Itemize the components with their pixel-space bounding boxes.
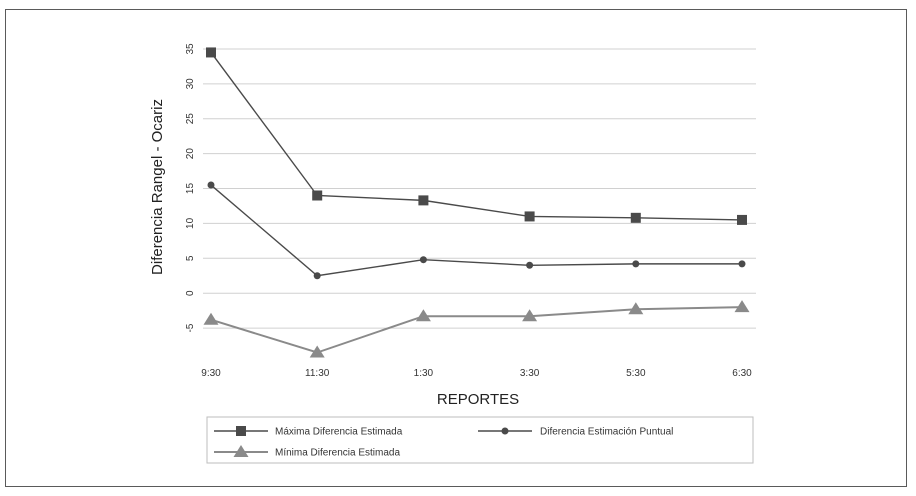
x-tick-labels: 9:30 11:30 1:30 3:30 5:30 6:30 (201, 368, 752, 379)
y-tick-label: 5 (185, 255, 196, 261)
x-tick-label: 11:30 (305, 368, 330, 379)
y-tick-label: 0 (185, 290, 196, 296)
legend-marker (501, 427, 509, 435)
data-point-triangle (734, 300, 750, 313)
x-tick-label: 3:30 (520, 368, 540, 379)
data-point-square (630, 212, 641, 223)
y-tick-labels: -5 0 5 10 15 20 25 30 35 (185, 43, 196, 333)
y-tick-label: 10 (185, 217, 196, 229)
legend-marker (236, 426, 246, 436)
legend: Máxima Diferencia Estimada Diferencia Est… (206, 416, 754, 464)
data-point-circle (632, 260, 640, 268)
x-tick-label: 9:30 (201, 368, 221, 379)
chart-frame (5, 9, 907, 487)
data-point-square (312, 190, 323, 201)
y-tick-label: 30 (185, 78, 196, 90)
series-line-triangle (210, 306, 743, 354)
grid-lines (203, 48, 756, 329)
legend-label: Máxima Diferencia Estimada (275, 427, 403, 438)
x-tick-label: 5:30 (626, 368, 646, 379)
data-point-square (524, 211, 535, 222)
data-point-square (418, 195, 429, 206)
data-point-circle (738, 260, 746, 268)
x-tick-label: 1:30 (414, 368, 434, 379)
legend-marker (233, 445, 249, 457)
data-point-triangle (309, 345, 325, 358)
data-point-triangle (203, 312, 219, 325)
series-line-circle (210, 184, 742, 277)
y-tick-label: 15 (185, 183, 196, 195)
data-point-triangle (628, 302, 644, 315)
legend-label: Mínima Diferencia Estimada (275, 448, 400, 459)
y-tick-label: 20 (185, 148, 196, 160)
data-point-square (206, 47, 216, 58)
data-point-circle (207, 181, 215, 189)
series-line-square (210, 52, 743, 221)
x-tick-label: 6:30 (732, 368, 752, 379)
legend-box (206, 416, 754, 464)
data-point-triangle (415, 309, 431, 322)
data-point-circle (313, 272, 321, 280)
data-point-circle (419, 256, 427, 264)
y-axis-title: Diferencia Rangel - Ocariz (149, 99, 166, 275)
data-series (203, 47, 750, 358)
legend-label: Diferencia Estimación Puntual (540, 427, 673, 438)
x-axis-title: REPORTES (437, 391, 519, 408)
data-point-square (737, 214, 747, 225)
y-tick-label: -5 (185, 323, 196, 332)
y-tick-label: 25 (185, 113, 196, 125)
data-point-triangle (522, 309, 538, 322)
y-tick-label: 35 (185, 43, 196, 55)
data-point-circle (526, 261, 534, 269)
